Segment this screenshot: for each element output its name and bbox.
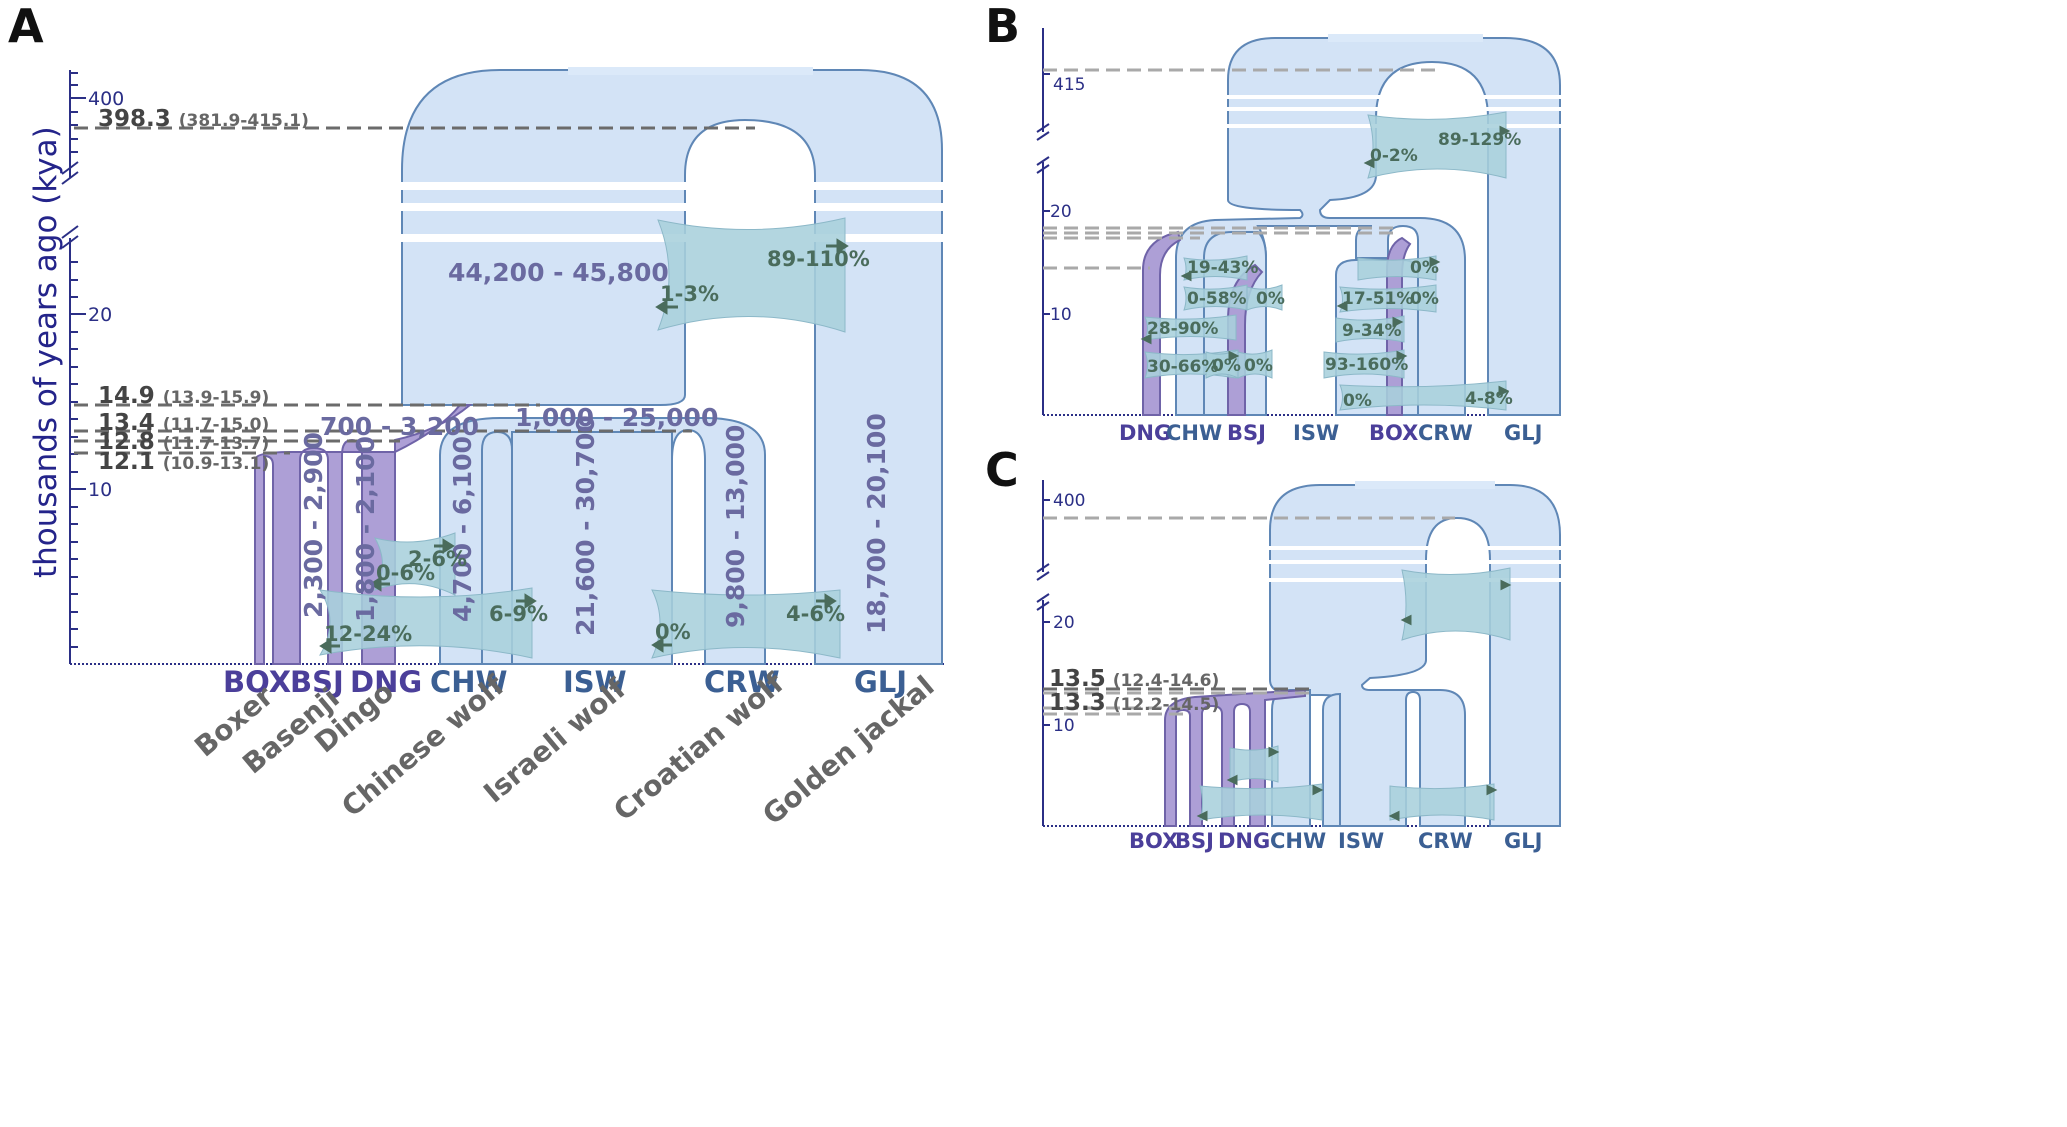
size-dog-ancestral: 700 - 3,200 (320, 412, 479, 441)
code-c-box: BOX (1129, 829, 1178, 853)
mig-a-89-110: 89-110% (767, 247, 870, 271)
migration-arrows-b (1140, 125, 1511, 397)
time-a-14-9: 14.9 (13.9-15.9) (98, 383, 269, 409)
tick-c-10: 10 (1053, 716, 1075, 736)
code-isw: ISW (563, 665, 627, 699)
time-lines-c (1043, 516, 1455, 716)
code-c-dng: DNG (1218, 829, 1270, 853)
code-chw: CHW (430, 665, 508, 699)
ancestral-population-a (400, 67, 944, 665)
migration-bands-c (1199, 567, 1511, 821)
size-crw: 9,800 - 13,000 (721, 425, 750, 628)
time-a-398: 398.3 (381.9-415.1) (98, 106, 309, 132)
time-lines-b (1043, 68, 1440, 270)
tick-b-10: 10 (1050, 305, 1072, 325)
mig-b-3: 0-58% (1187, 289, 1247, 309)
code-glj: GLJ (854, 665, 907, 699)
code-c-crw: CRW (1418, 829, 1473, 853)
mig-b-12: 9-34% (1342, 321, 1402, 341)
code-b-bsj: BSJ (1227, 421, 1266, 445)
size-dng: 1,800 - 2,100 (351, 436, 380, 622)
code-box: BOX (223, 665, 291, 699)
migration-arrows-c (1196, 579, 1512, 822)
size-glj: 18,700 - 20,100 (862, 413, 891, 634)
time-c-13-3: 13.3 (12.2-14.5) (1049, 690, 1219, 716)
tick-c-20: 20 (1053, 613, 1075, 633)
mig-a-0: 0% (655, 620, 691, 644)
size-ancestral: 44,200 - 45,800 (448, 258, 669, 287)
code-c-bsj: BSJ (1175, 829, 1214, 853)
size-chw: 4,700 - 6,100 (448, 436, 477, 622)
code-b-isw: ISW (1293, 421, 1339, 445)
tick-b-415: 415 (1053, 75, 1085, 95)
tick-a-10: 10 (88, 479, 112, 501)
tick-a-20: 20 (88, 304, 112, 326)
axis-a-ticks (70, 72, 86, 648)
time-c-13-5: 13.5 (12.4-14.6) (1049, 666, 1219, 692)
mig-b-1: 0-2% (1370, 146, 1418, 166)
mig-b-0: 89-129% (1438, 130, 1521, 150)
size-isw: 21,600 - 30,700 (571, 415, 600, 636)
axis-title: thousands of years ago (kya) (28, 126, 64, 578)
tick-a-400: 400 (88, 88, 124, 110)
time-a-12-1: 12.1 (10.9-13.1) (98, 449, 269, 475)
size-bsj: 2,300 - 2,900 (299, 432, 328, 618)
code-b-chw: CHW (1166, 421, 1222, 445)
mig-a-6-9: 6-9% (489, 602, 548, 626)
mig-b-10: 0% (1410, 289, 1439, 309)
panel-letter-c: C (985, 443, 1019, 497)
dog-populations-c (1164, 688, 1306, 827)
time-a-13-4: 13.4 (11.7-15.0) (98, 410, 269, 436)
mig-b-4: 0% (1256, 289, 1285, 309)
code-c-glj: GLJ (1504, 829, 1542, 853)
ancestral-population-c (1268, 481, 1562, 827)
time-a-12-8: 12.8 (11.7-13.7) (98, 429, 269, 455)
mig-b-11: 17-51% (1342, 289, 1413, 309)
size-wolf-ancestral: 1,000 - 25,000 (515, 403, 718, 432)
code-b-glj: GLJ (1504, 421, 1542, 445)
mig-b-8: 0% (1244, 356, 1273, 376)
mig-a-12-24: 12-24% (324, 622, 412, 646)
code-b-dng: DNG (1119, 421, 1171, 445)
tick-b-20: 20 (1050, 202, 1072, 222)
code-c-isw: ISW (1338, 829, 1384, 853)
code-crw: CRW (704, 665, 780, 699)
panel-letter-a: A (8, 0, 44, 53)
axis-b (1036, 28, 1560, 416)
mig-b-14: 0% (1343, 391, 1372, 411)
mig-b-2: 19-43% (1187, 258, 1258, 278)
mig-b-13: 93-160% (1325, 355, 1408, 375)
mig-a-0-6: 0-6% (376, 561, 435, 585)
code-c-chw: CHW (1270, 829, 1326, 853)
code-b-box: BOX (1369, 421, 1418, 445)
mig-b-7: 0% (1212, 356, 1241, 376)
code-bsj: BSJ (290, 665, 344, 699)
time-lines-a (74, 126, 755, 455)
code-b-crw: CRW (1418, 421, 1473, 445)
tick-c-400: 400 (1053, 491, 1085, 511)
migration-arrows-a (319, 238, 849, 654)
mig-b-6: 30-66% (1147, 357, 1218, 377)
panel-letter-b: B (985, 0, 1020, 53)
migration-bands-b (1144, 111, 1507, 411)
mig-a-2-6: 2-6% (408, 547, 467, 571)
mig-a-4-6: 4-6% (786, 602, 845, 626)
migration-bands-a (318, 217, 846, 659)
code-dng: DNG (350, 665, 422, 699)
mig-b-5: 28-90% (1147, 319, 1218, 339)
mig-a-1-3: 1-3% (660, 282, 719, 306)
